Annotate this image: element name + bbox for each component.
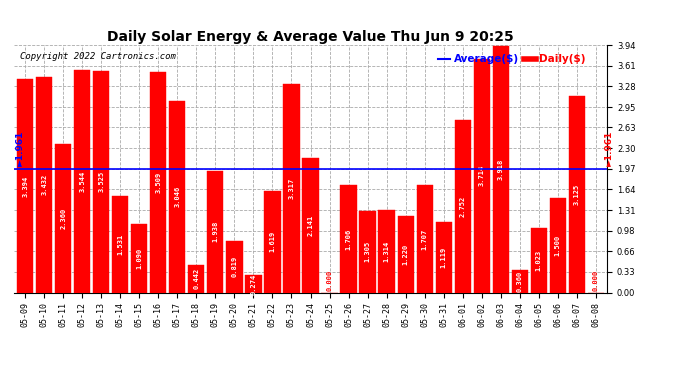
Text: 0.000: 0.000: [593, 270, 599, 291]
Bar: [511, 270, 528, 292]
Bar: [473, 59, 490, 292]
Bar: [397, 216, 414, 292]
Bar: [550, 198, 566, 292]
Text: 0.000: 0.000: [326, 270, 333, 291]
Title: Daily Solar Energy & Average Value Thu Jun 9 20:25: Daily Solar Energy & Average Value Thu J…: [107, 30, 514, 44]
Text: 1.305: 1.305: [364, 241, 371, 262]
Text: ►1.961: ►1.961: [16, 131, 25, 166]
Text: 1.706: 1.706: [346, 228, 351, 249]
Text: 3.317: 3.317: [288, 178, 295, 199]
Bar: [226, 241, 242, 292]
Bar: [284, 84, 299, 292]
Text: 3.432: 3.432: [41, 174, 47, 195]
Bar: [207, 171, 224, 292]
Text: 1.023: 1.023: [535, 250, 542, 271]
Bar: [359, 210, 375, 292]
Bar: [569, 96, 585, 292]
Bar: [169, 101, 186, 292]
Text: 1.938: 1.938: [213, 221, 219, 242]
Text: 1.619: 1.619: [270, 231, 275, 252]
Text: 3.525: 3.525: [98, 171, 104, 192]
Bar: [455, 120, 471, 292]
Text: 1.090: 1.090: [137, 248, 142, 269]
Bar: [131, 224, 148, 292]
Bar: [264, 191, 281, 292]
Bar: [188, 265, 204, 292]
Text: 3.125: 3.125: [574, 184, 580, 205]
Text: 3.046: 3.046: [175, 186, 180, 207]
Text: 3.714: 3.714: [479, 165, 484, 186]
Text: 2.360: 2.360: [60, 208, 66, 229]
Bar: [17, 79, 33, 292]
Bar: [93, 71, 110, 292]
Text: 3.918: 3.918: [497, 159, 504, 180]
Bar: [150, 72, 166, 292]
Bar: [417, 185, 433, 292]
Text: 3.394: 3.394: [22, 175, 28, 196]
Bar: [112, 196, 128, 292]
Text: 2.141: 2.141: [308, 214, 313, 236]
Bar: [379, 210, 395, 292]
Text: 3.544: 3.544: [79, 171, 86, 192]
Text: 1.707: 1.707: [422, 228, 428, 249]
Bar: [302, 158, 319, 292]
Text: 0.442: 0.442: [193, 268, 199, 289]
Text: 0.819: 0.819: [231, 256, 237, 278]
Bar: [435, 222, 452, 292]
Bar: [531, 228, 546, 292]
Text: 1.500: 1.500: [555, 235, 561, 256]
Bar: [55, 144, 71, 292]
Text: 0.274: 0.274: [250, 273, 257, 294]
Bar: [246, 275, 262, 292]
Text: ►1.961: ►1.961: [605, 131, 614, 166]
Bar: [75, 70, 90, 292]
Text: 2.752: 2.752: [460, 195, 466, 217]
Text: 0.360: 0.360: [517, 271, 523, 292]
Text: Copyright 2022 Cartronics.com: Copyright 2022 Cartronics.com: [20, 53, 176, 62]
Text: 1.220: 1.220: [402, 243, 408, 265]
Bar: [340, 185, 357, 292]
Text: 1.119: 1.119: [441, 247, 446, 268]
Bar: [493, 46, 509, 292]
Text: 1.314: 1.314: [384, 241, 390, 262]
Bar: [36, 77, 52, 292]
Text: 3.509: 3.509: [155, 172, 161, 193]
Text: 1.531: 1.531: [117, 234, 124, 255]
Legend: Average($), Daily($): Average($), Daily($): [434, 50, 590, 69]
